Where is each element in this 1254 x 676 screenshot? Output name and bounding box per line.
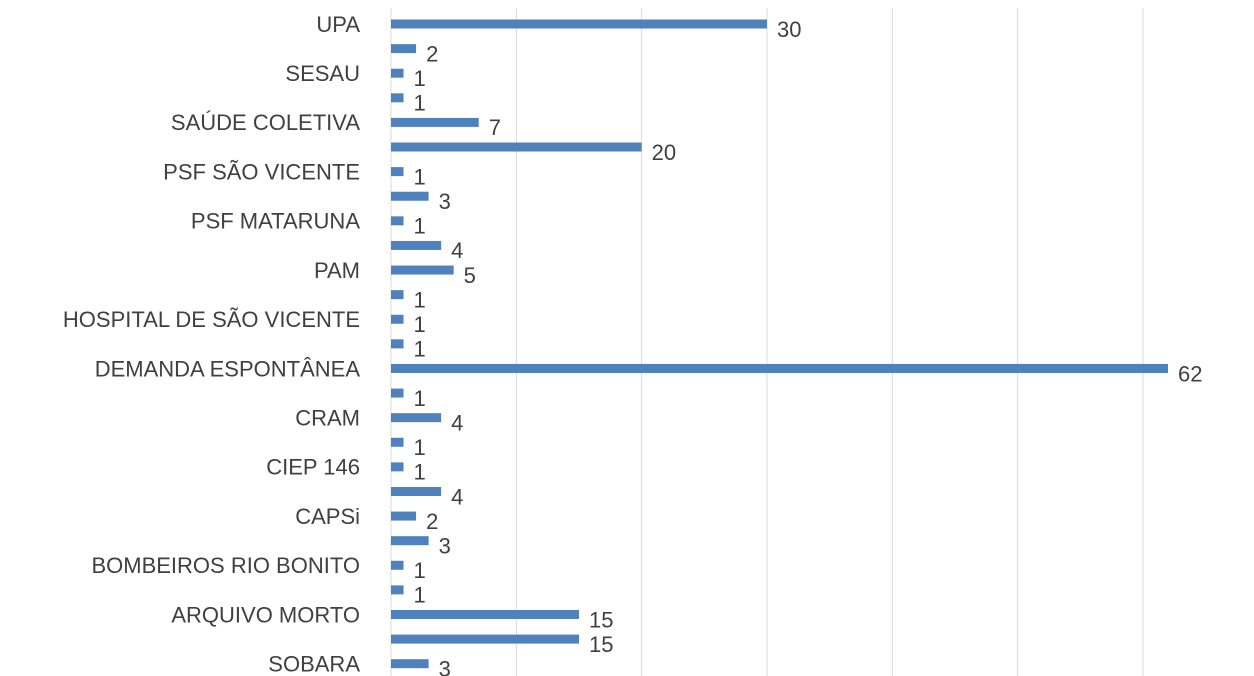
value-label: 5: [464, 263, 476, 288]
bar: [391, 19, 767, 29]
value-label: 1: [414, 214, 426, 239]
value-label: 30: [777, 17, 801, 42]
y-tick-label: PAM: [314, 258, 360, 283]
value-label: 3: [439, 189, 451, 214]
y-tick-label: CRAM: [295, 405, 360, 430]
y-tick-label: SAÚDE COLETIVA: [171, 110, 360, 135]
value-label: 1: [414, 435, 426, 460]
value-label: 7: [489, 115, 501, 140]
bar: [391, 216, 404, 226]
value-label: 1: [414, 460, 426, 485]
value-label: 2: [426, 41, 438, 66]
bar: [391, 68, 404, 78]
value-label: 62: [1178, 361, 1202, 386]
y-tick-label: DEMANDA ESPONTÂNEA: [95, 356, 361, 381]
value-label: 3: [439, 533, 451, 558]
y-tick-label: CAPSi: [295, 504, 360, 529]
bar: [391, 290, 404, 300]
value-label: 1: [414, 164, 426, 189]
bar: [391, 142, 642, 152]
y-tick-label: HOSPITAL DE SÃO VICENTE: [63, 307, 360, 332]
value-label: 4: [451, 238, 463, 263]
bar: [391, 486, 442, 496]
value-label: 1: [414, 287, 426, 312]
bar: [391, 93, 404, 103]
value-label: 4: [451, 484, 463, 509]
bar: [391, 240, 442, 250]
bar: [391, 44, 417, 54]
bar: [391, 167, 404, 177]
value-label: 15: [589, 632, 613, 657]
bar: [391, 388, 404, 398]
y-tick-label: SESAU: [285, 61, 360, 86]
bar: [391, 413, 442, 423]
value-label: 1: [414, 583, 426, 608]
bar: [391, 585, 404, 595]
y-tick-label: BOMBEIROS RIO BONITO: [91, 553, 360, 578]
value-label: 4: [451, 410, 463, 435]
y-tick-label: UPA: [316, 12, 360, 37]
bar: [391, 634, 579, 644]
bar: [391, 363, 1168, 373]
bar: [391, 117, 479, 127]
bar: [391, 191, 429, 201]
value-label: 1: [414, 558, 426, 583]
value-label: 1: [414, 386, 426, 411]
y-tick-label: SOBARA: [268, 652, 360, 676]
value-label: 15: [589, 607, 613, 632]
value-label: 1: [414, 91, 426, 116]
bar: [391, 511, 417, 521]
value-label: 2: [426, 509, 438, 534]
value-label: 1: [414, 312, 426, 337]
value-label: 1: [414, 66, 426, 91]
bar: [391, 265, 454, 275]
bar: [391, 339, 404, 349]
bar: [391, 609, 579, 619]
y-tick-label: PSF SÃO VICENTE: [163, 159, 360, 184]
bar: [391, 560, 404, 570]
value-label: 1: [414, 337, 426, 362]
y-tick-label: ARQUIVO MORTO: [171, 602, 360, 627]
value-label: 3: [439, 657, 451, 676]
value-label: 20: [652, 140, 676, 165]
bar: [391, 536, 429, 546]
bar: [391, 437, 404, 447]
bar: [391, 462, 404, 472]
y-tick-label: CIEP 146: [266, 455, 360, 480]
bar: [391, 314, 404, 324]
y-tick-label: PSF MATARUNA: [191, 209, 360, 234]
bar: [391, 659, 429, 669]
